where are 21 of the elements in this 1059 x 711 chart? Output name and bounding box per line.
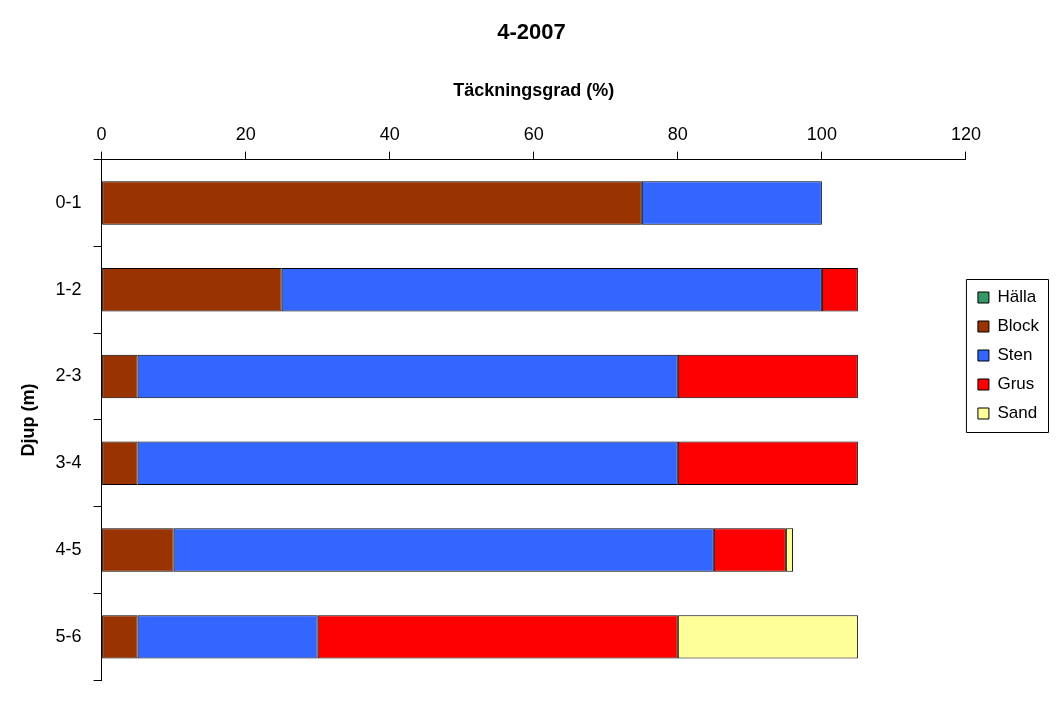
x-tick-label: 0	[96, 123, 107, 144]
legend-label: Sand	[997, 403, 1038, 423]
y-tick-label: 3-4	[55, 452, 82, 473]
y-tick-label: 4-5	[55, 539, 82, 560]
x-tick-label: 80	[667, 123, 688, 144]
y-tick-label: 1-2	[55, 278, 82, 299]
y-tick-label: 5-6	[55, 625, 82, 646]
y-axis-title: Djup (m)	[17, 383, 38, 457]
x-axis-title: Täckningsgrad (%)	[453, 80, 615, 101]
legend-label: Sten	[997, 345, 1033, 365]
x-tick-label: 120	[950, 123, 981, 144]
x-tick-label: 60	[523, 123, 544, 144]
legend-label: Hälla	[997, 287, 1037, 307]
legend-label: Grus	[997, 374, 1035, 394]
y-tick-label: 0-1	[55, 191, 82, 212]
x-tick-label: 40	[379, 123, 400, 144]
y-tick-label: 2-3	[55, 365, 82, 386]
x-tick-label: 100	[806, 123, 837, 144]
chart-title: 4-2007	[497, 19, 566, 45]
x-tick-label: 20	[235, 123, 256, 144]
legend-label: Block	[997, 316, 1040, 336]
